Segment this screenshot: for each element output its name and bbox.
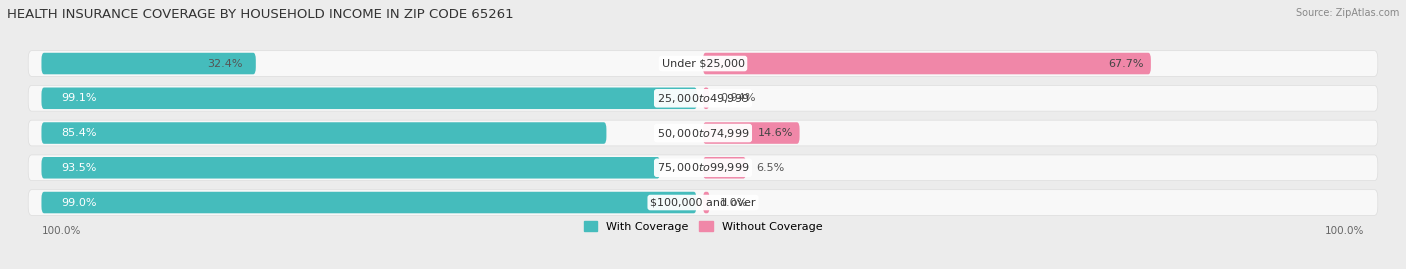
Text: Under $25,000: Under $25,000 <box>661 59 745 69</box>
Text: 67.7%: 67.7% <box>1109 59 1144 69</box>
FancyBboxPatch shape <box>41 122 606 144</box>
Text: 100.0%: 100.0% <box>41 226 80 236</box>
FancyBboxPatch shape <box>703 53 1152 74</box>
Text: $75,000 to $99,999: $75,000 to $99,999 <box>657 161 749 174</box>
FancyBboxPatch shape <box>703 87 709 109</box>
FancyBboxPatch shape <box>28 190 1378 215</box>
Text: $25,000 to $49,999: $25,000 to $49,999 <box>657 92 749 105</box>
Text: 6.5%: 6.5% <box>756 163 785 173</box>
Text: $50,000 to $74,999: $50,000 to $74,999 <box>657 126 749 140</box>
FancyBboxPatch shape <box>703 157 747 179</box>
Text: 99.0%: 99.0% <box>62 197 97 207</box>
Text: $100,000 and over: $100,000 and over <box>650 197 756 207</box>
Text: 32.4%: 32.4% <box>207 59 243 69</box>
Text: Source: ZipAtlas.com: Source: ZipAtlas.com <box>1295 8 1399 18</box>
Text: 99.1%: 99.1% <box>62 93 97 103</box>
Text: 93.5%: 93.5% <box>62 163 97 173</box>
Text: 100.0%: 100.0% <box>1326 226 1365 236</box>
Legend: With Coverage, Without Coverage: With Coverage, Without Coverage <box>579 217 827 236</box>
FancyBboxPatch shape <box>28 155 1378 180</box>
Text: HEALTH INSURANCE COVERAGE BY HOUSEHOLD INCOME IN ZIP CODE 65261: HEALTH INSURANCE COVERAGE BY HOUSEHOLD I… <box>7 8 513 21</box>
FancyBboxPatch shape <box>28 51 1378 76</box>
FancyBboxPatch shape <box>28 120 1378 146</box>
FancyBboxPatch shape <box>41 157 659 179</box>
FancyBboxPatch shape <box>41 192 696 213</box>
FancyBboxPatch shape <box>41 87 697 109</box>
Text: 85.4%: 85.4% <box>62 128 97 138</box>
FancyBboxPatch shape <box>703 122 800 144</box>
Text: 14.6%: 14.6% <box>758 128 793 138</box>
FancyBboxPatch shape <box>28 86 1378 111</box>
Text: 0.94%: 0.94% <box>720 93 755 103</box>
FancyBboxPatch shape <box>41 53 256 74</box>
FancyBboxPatch shape <box>703 192 710 213</box>
Text: 1.0%: 1.0% <box>720 197 748 207</box>
